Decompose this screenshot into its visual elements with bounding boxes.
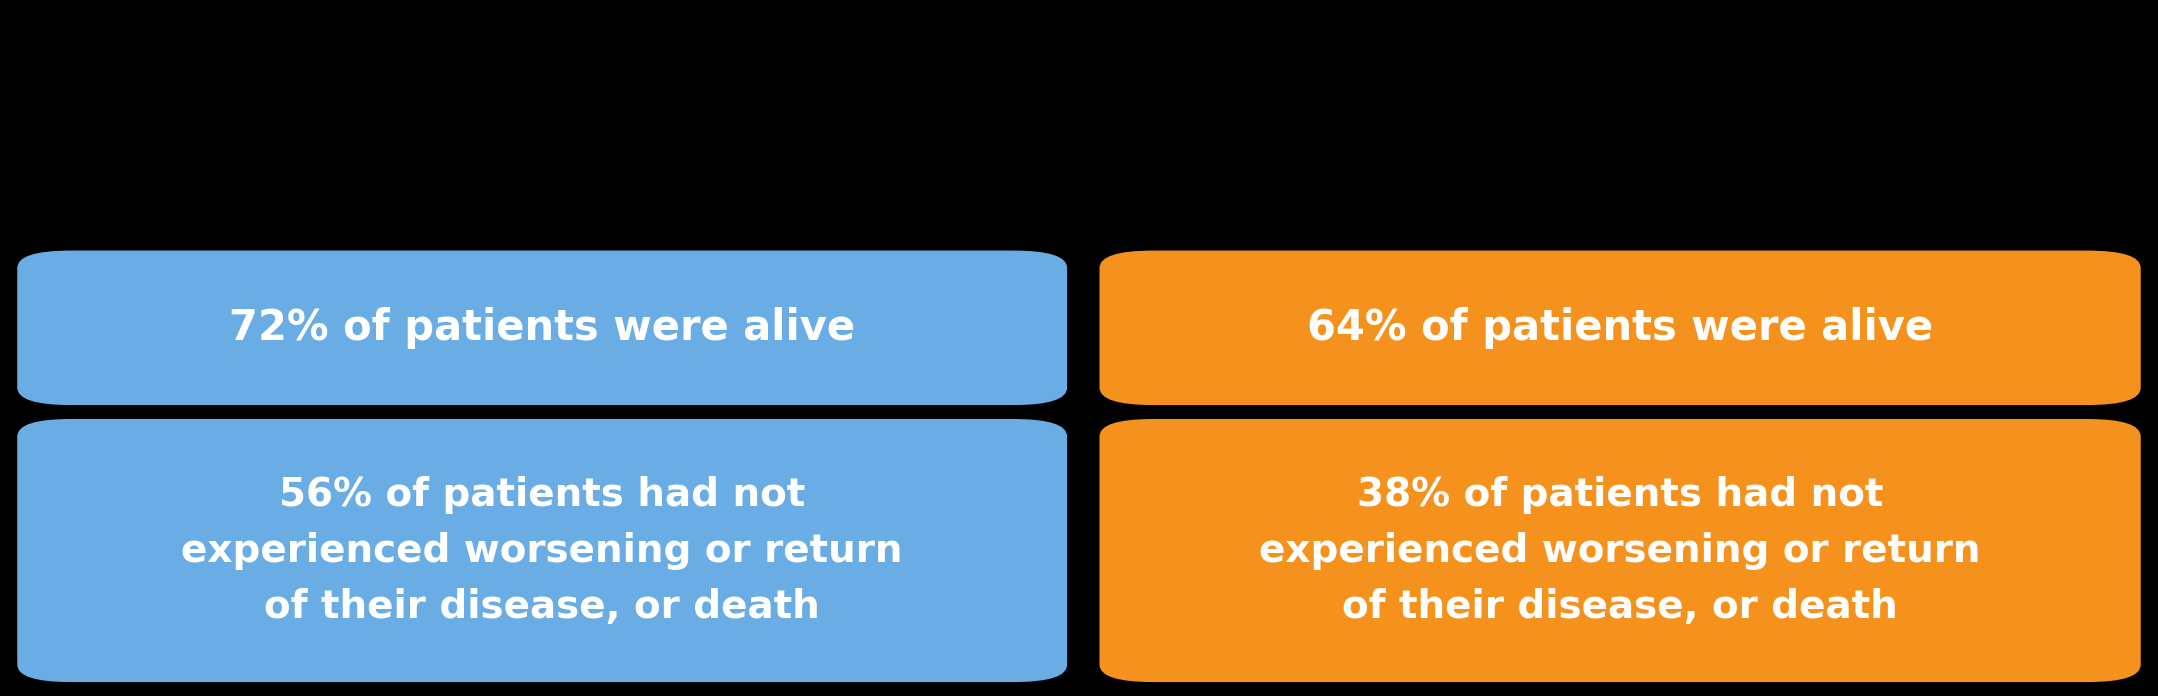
FancyBboxPatch shape bbox=[17, 419, 1068, 682]
FancyBboxPatch shape bbox=[1098, 419, 2141, 682]
Text: 64% of patients were alive: 64% of patients were alive bbox=[1308, 307, 1934, 349]
Text: 72% of patients were alive: 72% of patients were alive bbox=[229, 307, 855, 349]
FancyBboxPatch shape bbox=[17, 251, 1068, 405]
Text: 56% of patients had not
experienced worsening or return
of their disease, or dea: 56% of patients had not experienced wors… bbox=[181, 475, 902, 626]
FancyBboxPatch shape bbox=[1098, 251, 2141, 405]
Text: 38% of patients had not
experienced worsening or return
of their disease, or dea: 38% of patients had not experienced wors… bbox=[1260, 475, 1981, 626]
